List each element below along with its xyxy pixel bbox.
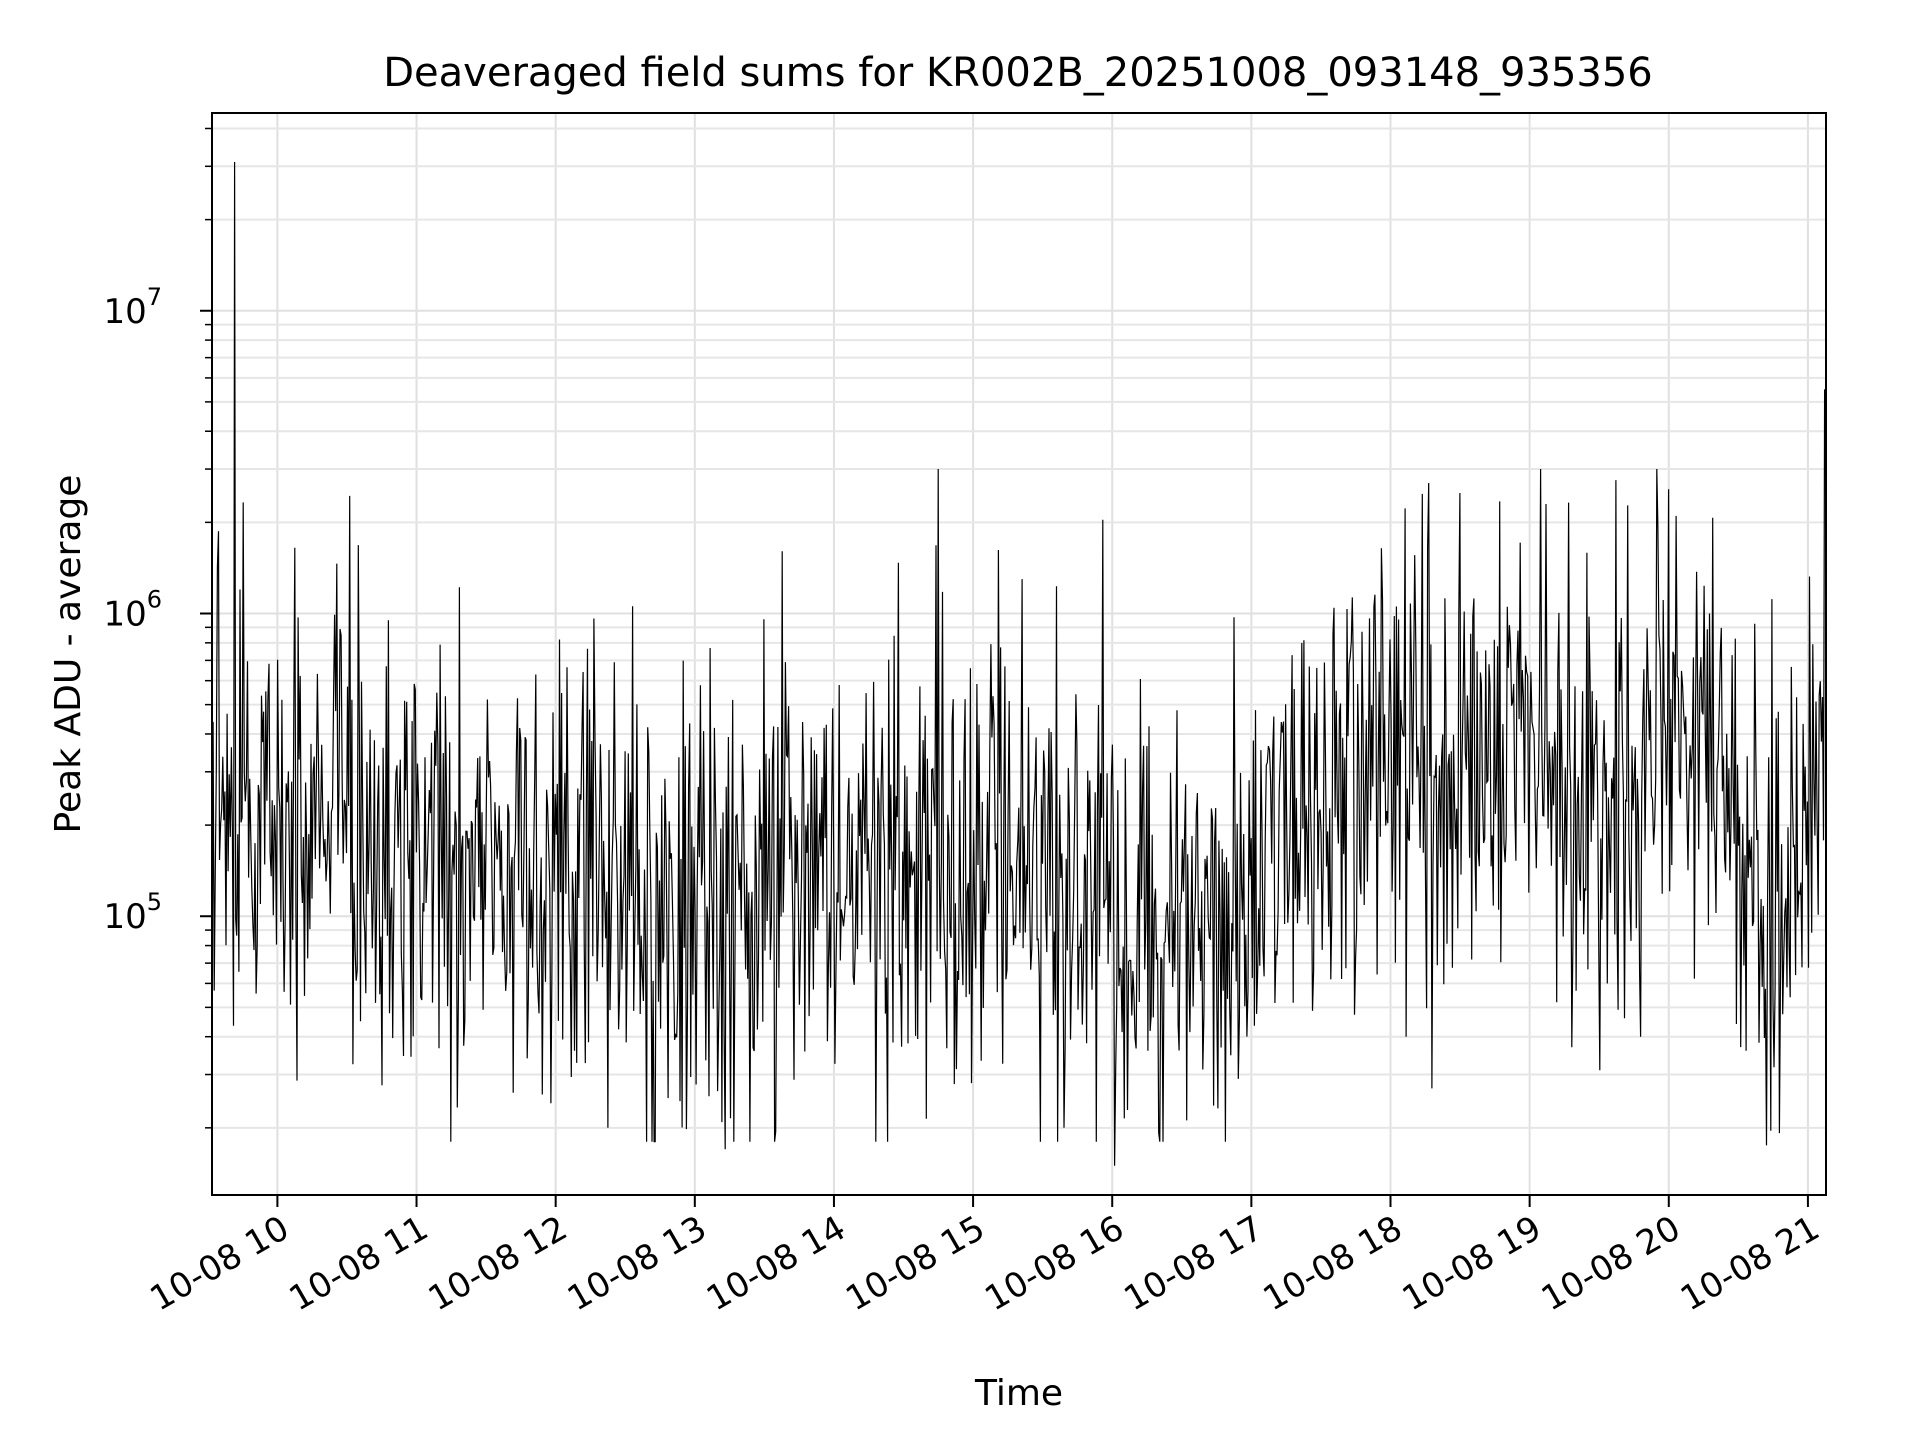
y-tick-exponent: 5 bbox=[147, 888, 162, 916]
y-tick-label: 107 bbox=[103, 283, 162, 332]
series-layer bbox=[211, 161, 1826, 1166]
y-tick-exponent: 7 bbox=[147, 283, 162, 311]
y-tick-base: 10 bbox=[103, 897, 146, 937]
y-tick-label: 105 bbox=[103, 888, 162, 937]
y-axis-label: Peak ADU - average bbox=[48, 475, 89, 834]
x-axis-label: Time bbox=[974, 1373, 1063, 1414]
y-tick-exponent: 6 bbox=[147, 585, 162, 613]
chart-title: Deaveraged field sums for KR002B_2025100… bbox=[383, 50, 1653, 96]
y-tick-base: 10 bbox=[103, 292, 146, 332]
series-line bbox=[211, 161, 1826, 1166]
y-tick-base: 10 bbox=[103, 594, 146, 634]
y-tick-label: 106 bbox=[103, 585, 162, 634]
plot-frame bbox=[211, 112, 1827, 1196]
